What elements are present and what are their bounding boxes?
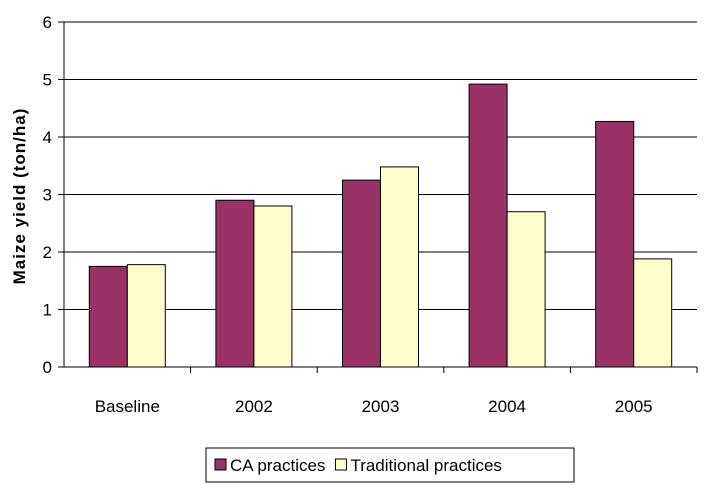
- legend-swatch: [334, 458, 347, 471]
- y-tick-label: 4: [43, 128, 52, 147]
- legend: CA practices Traditional practices: [205, 447, 575, 483]
- x-tick-label: 2002: [235, 397, 273, 416]
- bar-traditional: [253, 205, 293, 368]
- x-tick-label: 2003: [362, 397, 400, 416]
- legend-label: Traditional practices: [350, 456, 502, 475]
- bar-ca: [595, 120, 635, 368]
- legend-label: CA practices: [230, 456, 325, 475]
- y-tick-label: 3: [43, 186, 52, 205]
- bars: [88, 83, 673, 368]
- y-tick-label: 5: [43, 71, 52, 90]
- x-tick-label: 2005: [615, 397, 653, 416]
- y-axis-ticks: 0 1 2 3 4 5 6: [43, 13, 64, 377]
- x-tick-label: 2004: [488, 397, 526, 416]
- bar-ca: [215, 199, 255, 368]
- bar-ca: [342, 179, 381, 368]
- legend-swatch: [214, 458, 227, 471]
- y-tick-label: 2: [43, 243, 52, 262]
- y-tick-label: 0: [43, 358, 52, 377]
- bar-traditional: [506, 211, 546, 368]
- y-axis-label: Maize yield (ton/ha): [10, 108, 29, 285]
- y-tick-label: 1: [43, 301, 52, 320]
- y-tick-label: 6: [43, 13, 52, 32]
- bar-traditional: [380, 166, 419, 368]
- x-tick-label: Baseline: [95, 397, 160, 416]
- bar-ca: [88, 265, 128, 368]
- bar-traditional: [126, 264, 166, 368]
- axes: [63, 22, 697, 368]
- x-axis-ticks: Baseline 2002 2003 2004 2005: [95, 367, 698, 416]
- bar-ca: [468, 83, 508, 368]
- legend-box: [205, 447, 575, 483]
- bar-traditional: [633, 258, 673, 368]
